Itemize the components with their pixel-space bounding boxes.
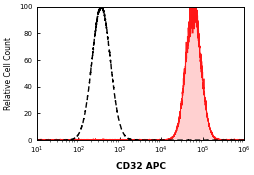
X-axis label: CD32 APC: CD32 APC [115,162,165,171]
Y-axis label: Relative Cell Count: Relative Cell Count [4,37,13,110]
